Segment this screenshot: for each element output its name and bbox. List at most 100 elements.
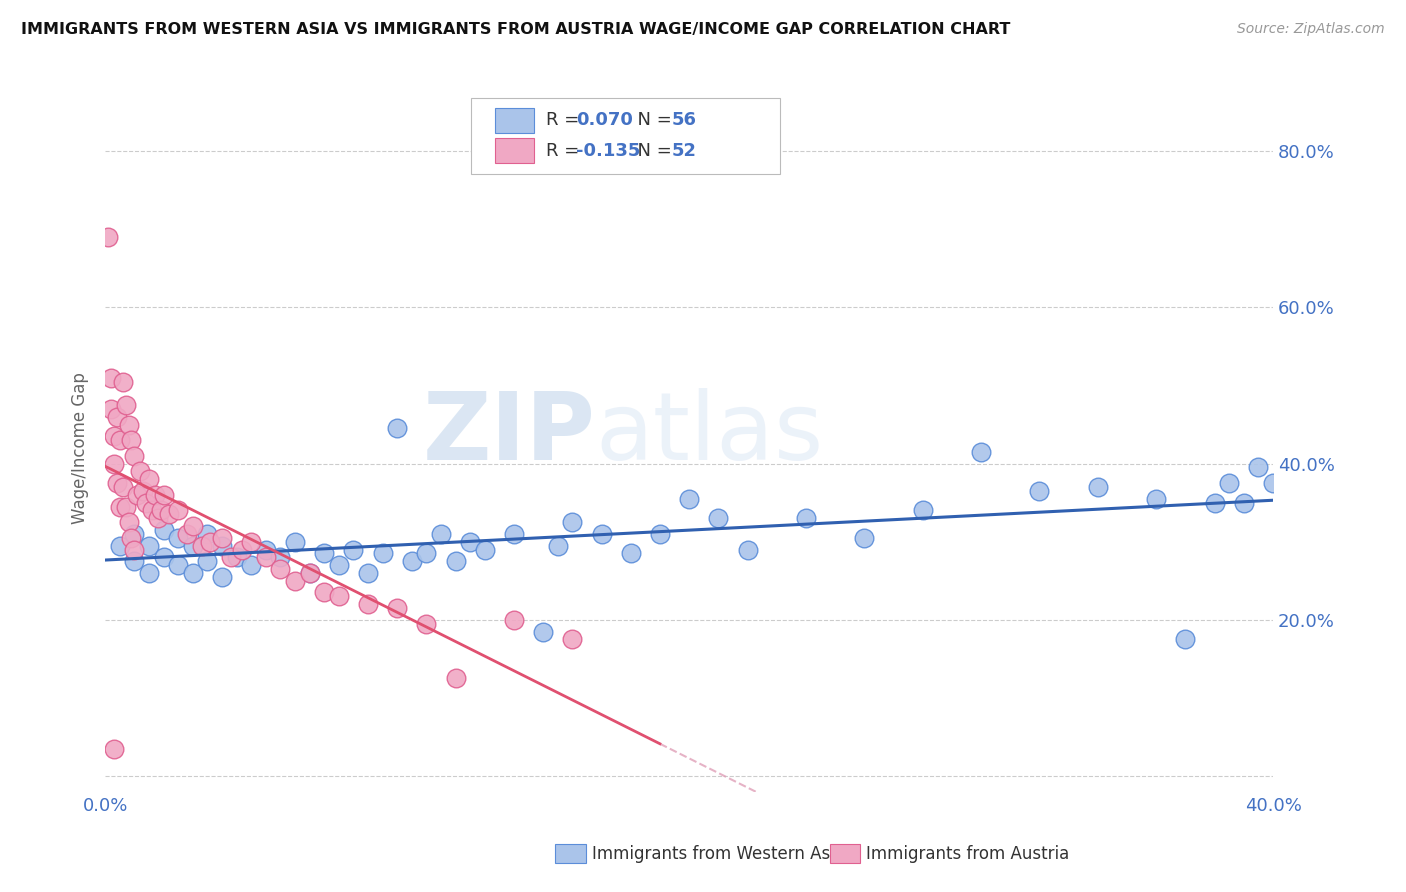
Point: [167, 503, 190, 517]
Point: [135, 495, 157, 509]
Point: [371, 546, 394, 560]
Point: [200, 534, 222, 549]
Point: [357, 566, 380, 580]
Point: [211, 531, 233, 545]
Text: 0.070: 0.070: [576, 112, 633, 129]
Point: [357, 597, 380, 611]
Text: Source: ZipAtlas.com: Source: ZipAtlas.com: [1237, 22, 1385, 37]
Point: [149, 503, 172, 517]
Text: ZIP: ZIP: [423, 388, 596, 480]
Point: [167, 558, 190, 573]
Point: [114, 500, 136, 514]
Point: [503, 527, 526, 541]
Text: N =: N =: [626, 112, 678, 129]
Point: [152, 488, 174, 502]
Point: [141, 503, 163, 517]
Point: [707, 511, 730, 525]
Text: Immigrants from Austria: Immigrants from Austria: [866, 845, 1070, 863]
Text: R =: R =: [546, 112, 585, 129]
Point: [97, 230, 120, 244]
Point: [591, 527, 613, 541]
Point: [853, 531, 876, 545]
Text: IMMIGRANTS FROM WESTERN ASIA VS IMMIGRANTS FROM AUSTRIA WAGE/INCOME GAP CORRELAT: IMMIGRANTS FROM WESTERN ASIA VS IMMIGRAN…: [21, 22, 1011, 37]
Point: [231, 542, 253, 557]
Point: [100, 370, 122, 384]
Point: [114, 398, 136, 412]
Point: [561, 515, 583, 529]
Point: [620, 546, 643, 560]
Point: [1233, 495, 1256, 509]
Point: [108, 500, 131, 514]
Point: [1028, 483, 1050, 498]
Point: [240, 534, 263, 549]
Point: [1087, 480, 1109, 494]
Point: [1261, 476, 1284, 491]
Point: [240, 558, 263, 573]
Point: [401, 554, 423, 568]
Text: R =: R =: [546, 142, 585, 160]
Point: [547, 539, 569, 553]
Point: [474, 542, 496, 557]
Point: [314, 585, 336, 599]
Point: [132, 483, 155, 498]
Point: [124, 449, 146, 463]
Point: [138, 566, 160, 580]
Text: atlas: atlas: [596, 388, 824, 480]
Point: [124, 542, 146, 557]
Point: [211, 539, 233, 553]
Point: [254, 550, 277, 565]
Point: [342, 542, 364, 557]
Point: [143, 488, 166, 502]
Point: [444, 672, 467, 686]
Text: 52: 52: [672, 142, 697, 160]
Point: [225, 550, 247, 565]
Point: [127, 488, 149, 502]
Point: [103, 457, 125, 471]
Point: [561, 632, 583, 647]
Point: [219, 550, 242, 565]
Point: [124, 527, 146, 541]
Point: [181, 519, 204, 533]
Point: [1174, 632, 1197, 647]
Point: [124, 554, 146, 568]
Point: [117, 515, 139, 529]
Point: [911, 503, 934, 517]
Y-axis label: Wage/Income Gap: Wage/Income Gap: [72, 372, 89, 524]
Point: [105, 409, 128, 424]
Point: [385, 421, 408, 435]
Point: [1218, 476, 1240, 491]
Point: [1144, 491, 1167, 506]
Point: [105, 476, 128, 491]
Point: [159, 508, 181, 522]
Point: [138, 472, 160, 486]
Point: [269, 550, 291, 565]
Point: [415, 616, 437, 631]
Point: [103, 741, 125, 756]
Point: [176, 527, 198, 541]
Point: [328, 590, 350, 604]
Text: -0.135: -0.135: [576, 142, 641, 160]
Point: [385, 601, 408, 615]
Point: [117, 417, 139, 432]
Point: [167, 531, 190, 545]
Point: [531, 624, 554, 639]
Point: [298, 566, 321, 580]
Point: [181, 566, 204, 580]
Point: [108, 433, 131, 447]
Point: [254, 542, 277, 557]
Point: [129, 464, 152, 478]
Point: [737, 542, 759, 557]
Point: [415, 546, 437, 560]
Point: [146, 511, 169, 525]
Point: [152, 550, 174, 565]
Point: [152, 523, 174, 537]
Point: [190, 539, 212, 553]
Point: [503, 613, 526, 627]
Point: [284, 574, 307, 588]
Point: [678, 491, 700, 506]
Point: [111, 480, 134, 494]
Point: [103, 429, 125, 443]
Point: [458, 534, 481, 549]
Point: [328, 558, 350, 573]
Point: [211, 570, 233, 584]
